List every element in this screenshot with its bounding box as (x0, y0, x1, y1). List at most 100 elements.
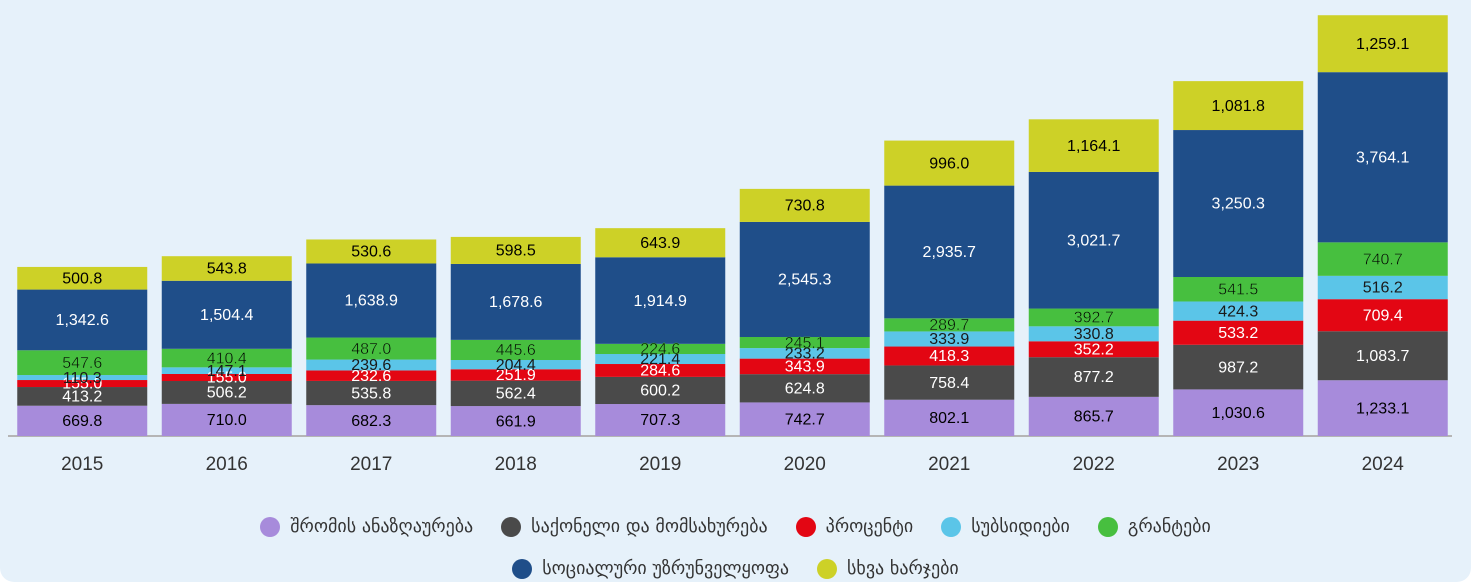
data-label: 413.2 (62, 389, 102, 406)
bar-segment (884, 331, 1015, 347)
data-label: 155.0 (62, 376, 102, 393)
bar-segment (450, 406, 581, 436)
legend-swatch (941, 516, 962, 537)
chart: 669.8413.2155.0110.3547.61,342.6500.8201… (8, 15, 1452, 475)
bar-segment (450, 263, 581, 340)
bar-segment (17, 375, 148, 381)
data-label: 661.9 (496, 413, 536, 430)
x-tick-label: 2019 (639, 454, 681, 475)
bar-segment (17, 289, 148, 351)
bar-segment (1317, 331, 1448, 381)
data-label: 802.1 (929, 410, 969, 427)
data-label: 239.6 (351, 357, 391, 374)
bar-segment (1028, 341, 1159, 358)
bar-segment (450, 236, 581, 264)
legend-item: სხვა ხარჯები (817, 558, 959, 579)
legend-label: საქონელი და მომსახურება (531, 516, 768, 537)
bar-segment (450, 360, 581, 370)
bar-segment (306, 359, 437, 371)
bar-segment (1317, 15, 1448, 73)
bar-segment (161, 348, 292, 368)
legend-item: გრანტები (1097, 516, 1211, 537)
data-label: 284.6 (640, 363, 680, 380)
data-label: 1,678.6 (489, 294, 542, 311)
bar-segment (1028, 357, 1159, 397)
bar-segment (1317, 72, 1448, 243)
bar-segment (1173, 276, 1304, 302)
bar-segment (595, 376, 726, 405)
bar-segment (739, 221, 870, 337)
bar-segment (1173, 389, 1304, 436)
data-label: 487.0 (351, 341, 391, 358)
legend-label: პროცენტი (825, 516, 914, 537)
data-label: 1,638.9 (345, 293, 398, 310)
bar-segment (306, 370, 437, 381)
legend-swatch (795, 516, 816, 537)
data-label: 251.9 (496, 367, 536, 384)
bar-segment (1173, 301, 1304, 321)
bar-segment (161, 374, 292, 382)
legend-swatch (512, 558, 533, 579)
bar-segment (884, 318, 1015, 332)
data-label: 3,250.3 (1212, 196, 1265, 213)
bar-segment (739, 358, 870, 375)
data-label: 669.8 (62, 413, 102, 430)
bar-segment (884, 140, 1015, 186)
bar-segment (161, 367, 292, 375)
legend-swatch (260, 516, 281, 537)
data-label: 500.8 (62, 270, 102, 287)
bar-segment (1173, 81, 1304, 131)
legend-item: სოციალური უზრუნველყოფა (512, 558, 789, 579)
x-tick-label: 2021 (928, 454, 970, 475)
data-label: 758.4 (929, 375, 969, 392)
data-label: 3,021.7 (1067, 232, 1120, 249)
bar-segment (161, 256, 292, 281)
data-label: 740.7 (1363, 251, 1403, 268)
data-label: 742.7 (785, 411, 825, 428)
data-label: 530.6 (351, 244, 391, 261)
bar-segment (1317, 242, 1448, 276)
data-label: 1,233.1 (1356, 400, 1409, 417)
data-label: 533.2 (1218, 325, 1258, 342)
bar-segment (161, 403, 292, 436)
data-label: 2,545.3 (778, 272, 831, 289)
bar-segment (1028, 396, 1159, 436)
data-label: 333.9 (929, 331, 969, 348)
data-label: 3,764.1 (1356, 149, 1409, 166)
bar-segment (595, 354, 726, 365)
bar-segment (17, 380, 148, 388)
data-label: 424.3 (1218, 303, 1258, 320)
bar-segment (450, 369, 581, 381)
bar-segment (595, 404, 726, 436)
bar-segment (739, 374, 870, 403)
data-label: 245.1 (785, 335, 825, 352)
data-label: 147.1 (207, 363, 247, 380)
legend-label: სხვა ხარჯები (847, 558, 959, 579)
data-label: 1,914.9 (634, 293, 687, 310)
data-label: 410.4 (207, 350, 247, 367)
x-tick-label: 2020 (784, 454, 826, 475)
bar-segment (306, 380, 437, 406)
data-label: 352.2 (1074, 341, 1114, 358)
data-label: 418.3 (929, 348, 969, 365)
bar-segment (595, 228, 726, 258)
legend-swatch (1097, 516, 1118, 537)
data-label: 506.2 (207, 385, 247, 402)
data-label: 445.6 (496, 342, 536, 359)
bar-segment (306, 337, 437, 360)
bar-segment (1173, 130, 1304, 277)
data-label: 330.8 (1074, 326, 1114, 343)
data-label: 535.8 (351, 385, 391, 402)
data-label: 289.7 (929, 317, 969, 334)
bar-segment (1173, 344, 1304, 390)
bar-segment (739, 402, 870, 436)
bar-segment (1173, 320, 1304, 345)
legend-swatch (817, 558, 838, 579)
data-label: 516.2 (1363, 280, 1403, 297)
data-label: 543.8 (207, 261, 247, 278)
bar-segment (1028, 308, 1159, 327)
bar-segment (450, 380, 581, 407)
bar-segment (17, 266, 148, 290)
data-label: 643.9 (640, 235, 680, 252)
data-label: 1,504.4 (200, 307, 253, 324)
